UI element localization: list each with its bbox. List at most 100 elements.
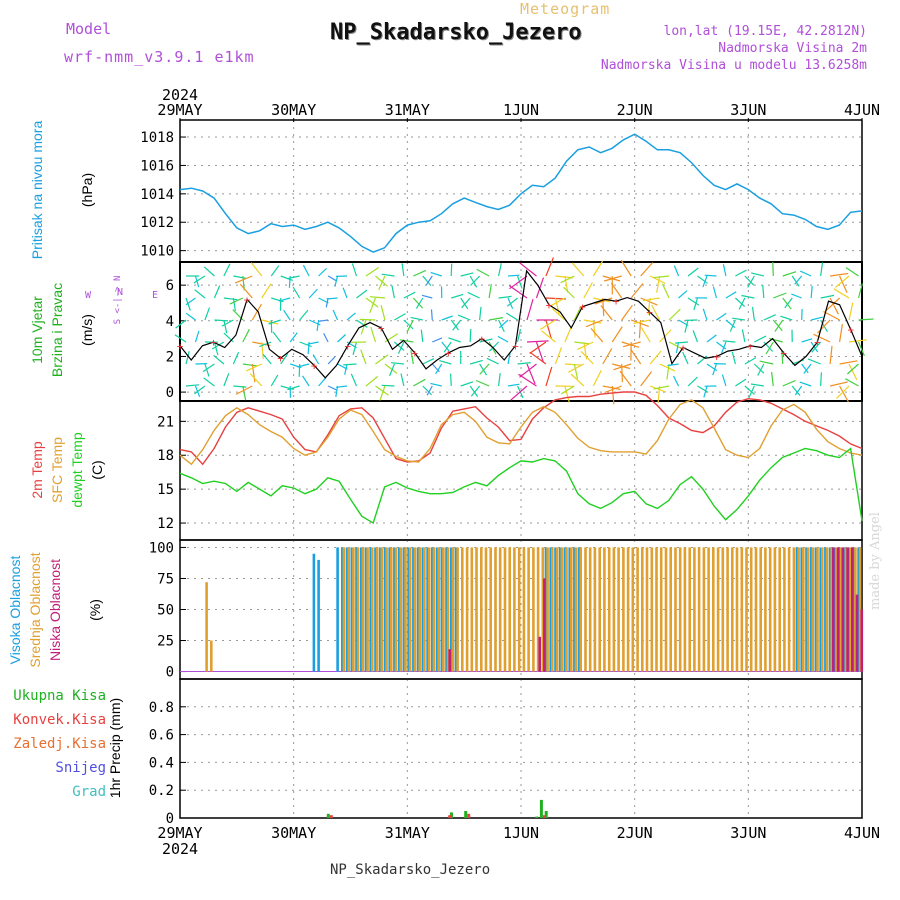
wind-arrow bbox=[323, 333, 329, 343]
wind-unit-label: (m/s) bbox=[79, 314, 95, 346]
cloud-bar bbox=[683, 547, 687, 672]
cloud-bar bbox=[402, 547, 406, 672]
cloud-bar bbox=[543, 578, 546, 672]
cloud-bar bbox=[546, 547, 549, 672]
wind-arrow bbox=[735, 378, 747, 387]
product-title: Meteogram bbox=[520, 0, 611, 18]
panel-frame bbox=[179, 261, 863, 402]
wind-speed-marker: + bbox=[713, 350, 720, 363]
station-title: NP_Skadarsko_Jezero bbox=[330, 20, 582, 45]
wind-arrow bbox=[535, 277, 545, 299]
wind-arrow bbox=[410, 350, 414, 365]
cloud-bar bbox=[849, 547, 852, 672]
cloud-bar bbox=[494, 547, 497, 672]
precip-legend-1: Ukupna Kisa bbox=[13, 688, 106, 704]
wind-arrow bbox=[602, 385, 621, 390]
wind-arrow bbox=[633, 319, 651, 325]
wind-arrow bbox=[610, 282, 623, 299]
wind-arrow bbox=[410, 316, 423, 321]
wind-arrow bbox=[829, 297, 839, 315]
pressure-axis-label: Pritisak na nivou mora bbox=[29, 121, 45, 260]
precip-bar bbox=[542, 815, 546, 818]
cloud-bar bbox=[764, 547, 767, 672]
wind-arrow bbox=[630, 348, 642, 365]
wind-arrow bbox=[744, 357, 757, 365]
wind-speed-marker: + bbox=[613, 295, 620, 308]
wind-arrow bbox=[175, 319, 187, 329]
wind-arrow bbox=[403, 319, 414, 330]
wind-arrow bbox=[299, 309, 309, 321]
cloud-bar bbox=[356, 547, 360, 672]
wind-arrow bbox=[214, 319, 229, 322]
wind-arrow bbox=[223, 297, 238, 301]
wind-arrow bbox=[308, 288, 318, 299]
wind-arrow bbox=[763, 314, 776, 321]
wind-arrow bbox=[365, 297, 379, 308]
cloud-bar bbox=[418, 547, 421, 672]
wind-arrow bbox=[497, 335, 509, 343]
wind-arrow bbox=[448, 337, 461, 343]
cloud-bar bbox=[532, 547, 535, 672]
wind-arrow bbox=[744, 385, 755, 395]
wind-arrow bbox=[498, 295, 512, 299]
wind-arrow bbox=[370, 326, 377, 343]
cloud-bar bbox=[860, 609, 864, 672]
wind-arrow bbox=[747, 275, 755, 288]
wind-arrow bbox=[413, 378, 426, 387]
cloud-bar bbox=[702, 547, 706, 672]
y-tick-label: 0 bbox=[166, 811, 174, 827]
wind-arrow bbox=[391, 285, 395, 299]
cloud-bar bbox=[833, 547, 837, 672]
cloud-bar bbox=[674, 547, 677, 672]
wind-arrow bbox=[280, 275, 294, 281]
wind-arrow bbox=[336, 385, 348, 388]
wind-arrow bbox=[346, 312, 356, 321]
wind-arrow bbox=[545, 257, 554, 277]
temp-line-3 bbox=[179, 447, 863, 525]
wind-arrow bbox=[529, 351, 547, 365]
y-tick-label: 50 bbox=[157, 603, 174, 619]
cloud-bar bbox=[749, 547, 753, 672]
cloud-bar bbox=[484, 547, 488, 672]
cloud-bar bbox=[385, 547, 388, 672]
cloud-bar bbox=[688, 547, 691, 672]
wind-arrow bbox=[647, 297, 651, 315]
wind-arrow bbox=[194, 330, 200, 343]
wind-arrow bbox=[250, 262, 263, 277]
wind-arrow bbox=[350, 373, 358, 387]
cloud-bar bbox=[593, 547, 597, 672]
wind-arrow bbox=[702, 275, 708, 288]
cloud-label-mid: Srednja Oblacnost bbox=[27, 552, 43, 667]
wind-arrow bbox=[829, 381, 848, 387]
cloud-bar bbox=[536, 547, 540, 672]
bottom-time-label: 30MAY bbox=[271, 824, 316, 842]
cloud-bar bbox=[636, 547, 639, 672]
wind-arrow bbox=[381, 273, 395, 277]
wind-arrow bbox=[642, 297, 660, 302]
wind-arrow bbox=[839, 275, 848, 293]
cloud-bar bbox=[413, 547, 417, 672]
wind-arrow bbox=[426, 385, 433, 396]
y-tick-label: 75 bbox=[157, 571, 174, 587]
cloud-bar bbox=[847, 547, 851, 672]
cloud-bar bbox=[397, 547, 401, 672]
cloud-bar bbox=[513, 547, 516, 672]
cloud-bar bbox=[445, 547, 448, 672]
precip-legend-3: Zaledj.Kisa bbox=[13, 736, 106, 752]
wind-arrow bbox=[415, 297, 424, 309]
elevation-label: Nadmorska Visina 2m bbox=[718, 41, 867, 56]
cloud-bar bbox=[394, 547, 398, 672]
cloud-bar bbox=[347, 547, 350, 672]
wind-arrow bbox=[857, 283, 863, 299]
wind-arrow bbox=[316, 319, 320, 331]
wind-arrow bbox=[259, 341, 272, 348]
wind-arrow bbox=[518, 373, 537, 387]
wind-arrow bbox=[668, 308, 681, 321]
wind-arrow bbox=[858, 318, 874, 321]
y-tick-label: 0.2 bbox=[149, 783, 174, 799]
wind-arrow bbox=[508, 274, 520, 277]
wind-arrow bbox=[848, 363, 858, 381]
wind-arrow bbox=[651, 304, 661, 321]
wind-arrow bbox=[813, 333, 831, 343]
wind-speed-marker: + bbox=[177, 340, 184, 353]
